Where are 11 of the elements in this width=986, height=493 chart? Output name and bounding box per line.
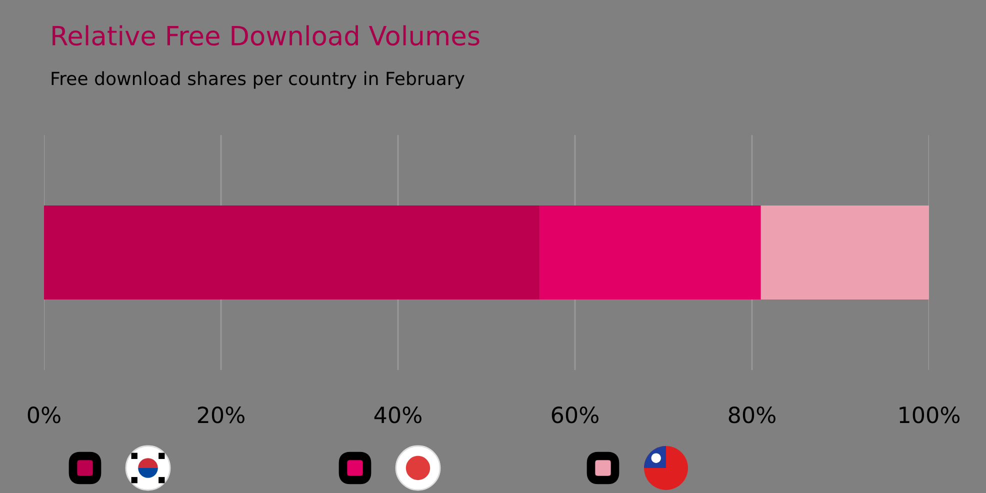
- x-tick-label: 80%: [728, 406, 776, 424]
- x-tick-label: 60%: [552, 406, 598, 424]
- x-tick-label: 100%: [900, 406, 960, 424]
- bar: [44, 206, 540, 300]
- x-tick-label: 40%: [374, 406, 422, 424]
- bar: [760, 206, 929, 300]
- x-tick-label: 20%: [198, 406, 244, 424]
- chart-title: Relative Free Download Volumes: [52, 25, 480, 46]
- bar: [540, 206, 761, 300]
- chart-subtitle: Free download shares per country in February: [52, 71, 464, 89]
- x-tick-label: 0%: [28, 406, 60, 424]
